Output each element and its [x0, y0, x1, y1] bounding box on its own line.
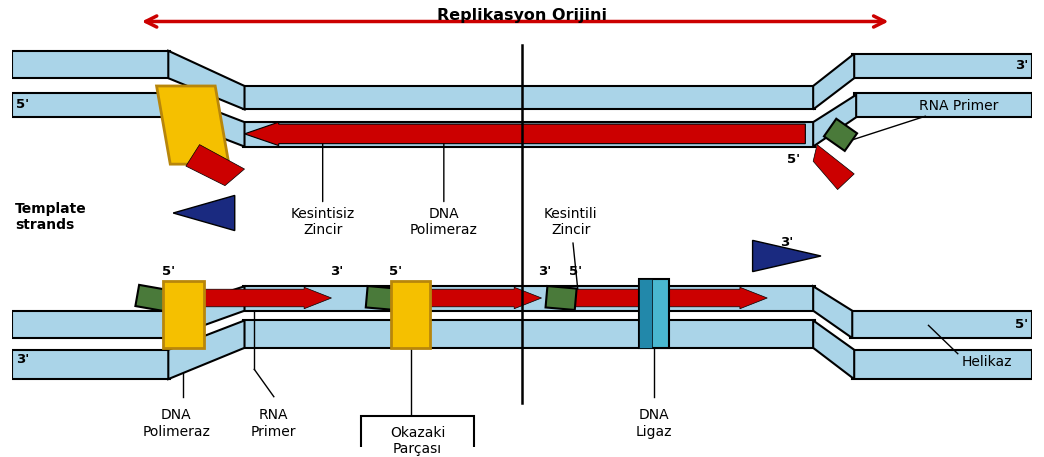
- Polygon shape: [242, 320, 815, 348]
- FancyBboxPatch shape: [361, 416, 474, 457]
- Polygon shape: [546, 286, 576, 310]
- Text: 5': 5': [16, 98, 29, 111]
- Text: Replikasyon Orijini: Replikasyon Orijini: [437, 8, 607, 23]
- Text: DNA
Polimeraz: DNA Polimeraz: [142, 409, 210, 439]
- Text: 5': 5': [569, 265, 583, 278]
- Polygon shape: [11, 350, 170, 379]
- Text: 3': 3': [330, 265, 343, 278]
- Polygon shape: [813, 95, 856, 147]
- Polygon shape: [242, 286, 815, 311]
- Polygon shape: [173, 196, 235, 231]
- Text: 3': 3': [1015, 59, 1028, 72]
- Polygon shape: [813, 144, 854, 190]
- Polygon shape: [365, 286, 397, 310]
- Polygon shape: [639, 279, 651, 348]
- Text: RNA Primer: RNA Primer: [840, 99, 998, 144]
- FancyArrow shape: [161, 287, 332, 309]
- Polygon shape: [186, 144, 244, 186]
- Text: 3': 3': [211, 165, 223, 177]
- Polygon shape: [11, 311, 170, 338]
- Text: 5': 5': [162, 265, 174, 278]
- Polygon shape: [813, 320, 854, 379]
- Polygon shape: [168, 51, 244, 109]
- Text: RNA
Primer: RNA Primer: [251, 409, 296, 439]
- Polygon shape: [813, 286, 852, 338]
- Polygon shape: [852, 54, 1033, 78]
- FancyArrow shape: [393, 287, 542, 309]
- FancyArrow shape: [244, 122, 805, 146]
- Polygon shape: [11, 93, 170, 117]
- Polygon shape: [824, 119, 857, 151]
- Polygon shape: [850, 311, 1033, 338]
- Text: 5': 5': [787, 153, 800, 166]
- Text: Kesintili
Zincir: Kesintili Zincir: [544, 207, 597, 295]
- Polygon shape: [164, 282, 205, 348]
- Text: Template
strands: Template strands: [15, 202, 87, 232]
- Text: Kesintisiz
Zincir: Kesintisiz Zincir: [290, 137, 355, 237]
- Polygon shape: [852, 350, 1033, 379]
- Polygon shape: [11, 51, 170, 78]
- Text: 5': 5': [1015, 318, 1028, 331]
- Polygon shape: [639, 279, 668, 348]
- Polygon shape: [168, 320, 244, 379]
- Polygon shape: [242, 122, 815, 147]
- Polygon shape: [242, 86, 815, 109]
- Text: DNA
Ligaz: DNA Ligaz: [636, 409, 672, 439]
- Text: 3': 3': [780, 236, 793, 249]
- Polygon shape: [854, 93, 1033, 117]
- Polygon shape: [753, 240, 821, 271]
- Text: DNA
Polimeraz: DNA Polimeraz: [410, 137, 478, 237]
- Polygon shape: [168, 286, 244, 338]
- Polygon shape: [392, 282, 430, 348]
- Polygon shape: [157, 86, 229, 164]
- Text: Okazaki
Parçası: Okazaki Parçası: [389, 425, 445, 456]
- Text: 5': 5': [389, 265, 403, 278]
- Text: 3': 3': [538, 265, 551, 278]
- FancyArrow shape: [574, 287, 767, 309]
- Polygon shape: [168, 93, 244, 147]
- Polygon shape: [813, 54, 854, 109]
- Text: 3': 3': [16, 353, 29, 366]
- Polygon shape: [136, 285, 168, 311]
- Text: Helikaz: Helikaz: [962, 355, 1013, 368]
